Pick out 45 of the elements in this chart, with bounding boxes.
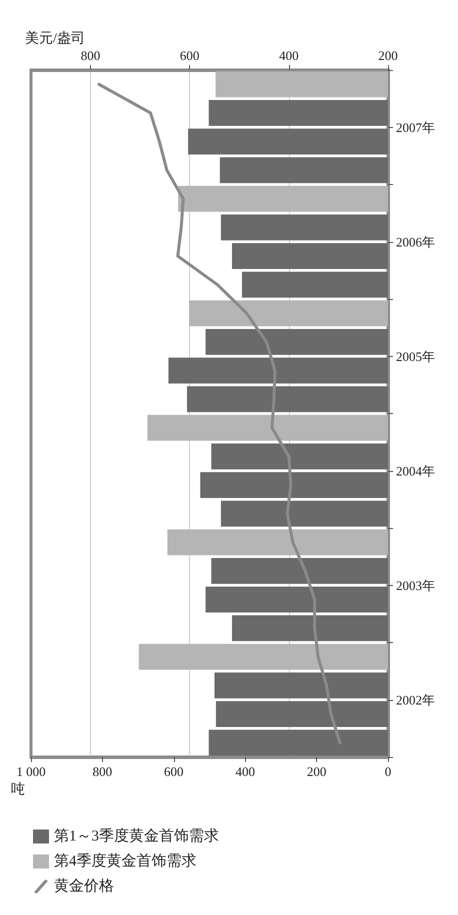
bar [232,615,388,642]
x-tick-label: 200 [306,764,326,779]
y-tick-label: 2006年 [396,234,435,250]
bar [216,71,388,98]
x2-axis-title: 美元/盎司 [25,30,85,46]
bar [206,586,388,612]
bar [220,157,388,184]
bar [208,730,388,756]
bar [214,672,388,698]
bar [147,414,388,441]
x-tick-label: 0 [384,764,392,779]
bar [178,186,388,212]
bar [220,500,388,527]
y-tick-label: 2004年 [396,463,435,478]
y-tick-label: 2003年 [396,578,435,593]
y-tick-label: 2005年 [396,348,435,364]
bar [211,558,388,584]
bar [167,529,388,556]
bar [188,128,388,154]
bar [242,272,388,298]
bar [220,214,388,240]
x-tick-label: 1 000 [16,764,46,779]
bar [208,100,388,126]
x2-tick-label: 600 [180,48,200,63]
x-axis-title: 吨 [11,782,25,798]
x-tick-label: 600 [164,764,184,779]
legend-label: 第1～3季度黄金首饰需求 [54,828,219,844]
x-tick-label: 400 [235,764,255,779]
bar [138,644,388,670]
legend-label: 黄金价格 [54,878,114,894]
x2-tick-label: 400 [279,48,299,63]
x2-tick-label: 800 [80,48,100,63]
x-tick-label: 800 [92,764,112,779]
x2-tick-label: 200 [378,48,398,63]
bar [232,243,388,269]
bar [200,472,388,498]
bar [216,701,388,727]
bar [189,300,388,326]
legend-label: 第4季度黄金首饰需求 [54,852,196,870]
y-tick-label: 2007年 [396,120,435,135]
bar [211,444,388,470]
bar [187,386,388,412]
y-tick-label: 2002年 [396,692,435,708]
bar [168,358,388,384]
bar [206,329,388,355]
